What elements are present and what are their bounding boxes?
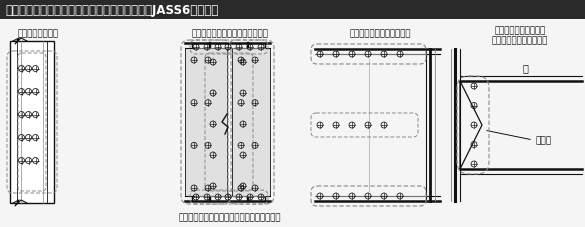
Text: 梁: 梁 bbox=[522, 63, 528, 73]
Text: （フルウェブの梁の継手の場合）: （フルウェブの梁の継手の場合） bbox=[191, 29, 269, 38]
Text: （フランジ溶接ウェブ
高力ボルト接合の場合）: （フランジ溶接ウェブ 高力ボルト接合の場合） bbox=[492, 26, 548, 45]
Bar bbox=[0, 0, 585, 20]
Text: （梁ガセット接合の場合）: （梁ガセット接合の場合） bbox=[349, 29, 411, 38]
Bar bbox=[10, 42, 54, 203]
Bar bbox=[232, 49, 270, 196]
Text: 溶接部: 溶接部 bbox=[535, 136, 551, 145]
Text: （柱継手の場合）: （柱継手の場合） bbox=[18, 29, 58, 38]
Text: フランジとウェブにバランスよく配置する。: フランジとウェブにバランスよく配置する。 bbox=[179, 212, 281, 221]
Text: 図５　仮ボルト締付けにおける一群の考え方（JASS6による）: 図５ 仮ボルト締付けにおける一群の考え方（JASS6による） bbox=[5, 3, 218, 16]
Bar bbox=[185, 49, 227, 196]
